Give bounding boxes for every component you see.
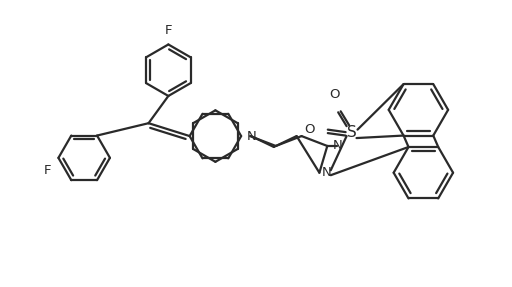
Text: N: N	[332, 139, 342, 152]
Text: N: N	[247, 129, 257, 143]
Text: S: S	[347, 125, 356, 139]
Text: F: F	[44, 164, 51, 177]
Text: F: F	[164, 24, 172, 36]
Text: O: O	[329, 88, 339, 101]
Text: N: N	[322, 166, 332, 179]
Text: O: O	[305, 123, 315, 136]
